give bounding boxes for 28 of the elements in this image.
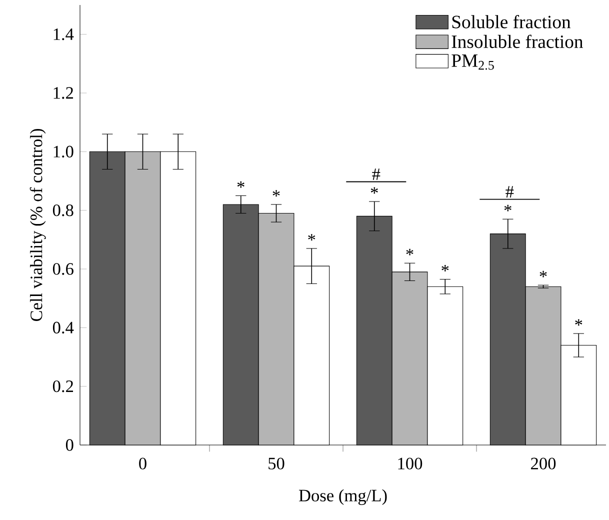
data-label: * [308,234,316,241]
data-label: * [504,204,512,212]
annotation: # [372,168,380,180]
legend-label: PM$_{2.5}$ [452,54,494,70]
x-axis-title: Dose (mg/L) [298,489,387,505]
y-tick-label: 0.8 [52,204,74,216]
y-tick-label: 1.0 [54,146,74,158]
x-tick-label: 0 [139,458,146,470]
y-tick-label: 0.2 [52,380,74,392]
data-label: * [237,181,244,188]
y-tick-label: 0 [66,439,74,451]
y-tick-label: 0.6 [52,263,74,275]
x-tick-label: 100 [398,458,422,470]
data-label: * [442,264,449,272]
y-tick-label: 0.4 [52,322,74,334]
legend-label: Soluble fraction [452,14,571,28]
x-tick-label: 200 [531,458,556,470]
data-label: * [575,319,582,326]
data-label: * [272,190,280,197]
data-label: * [406,248,414,256]
y-axis-title: Cell viability (% of control) [30,128,46,322]
annotation: # [506,186,514,198]
data-label: * [540,270,547,278]
y-tick-label: 1.2 [54,87,74,99]
y-tick-label: 1.4 [54,28,74,40]
x-tick-label: 50 [268,458,284,470]
data-label: * [370,187,378,194]
legend-label: Insoluble fraction [452,34,584,48]
